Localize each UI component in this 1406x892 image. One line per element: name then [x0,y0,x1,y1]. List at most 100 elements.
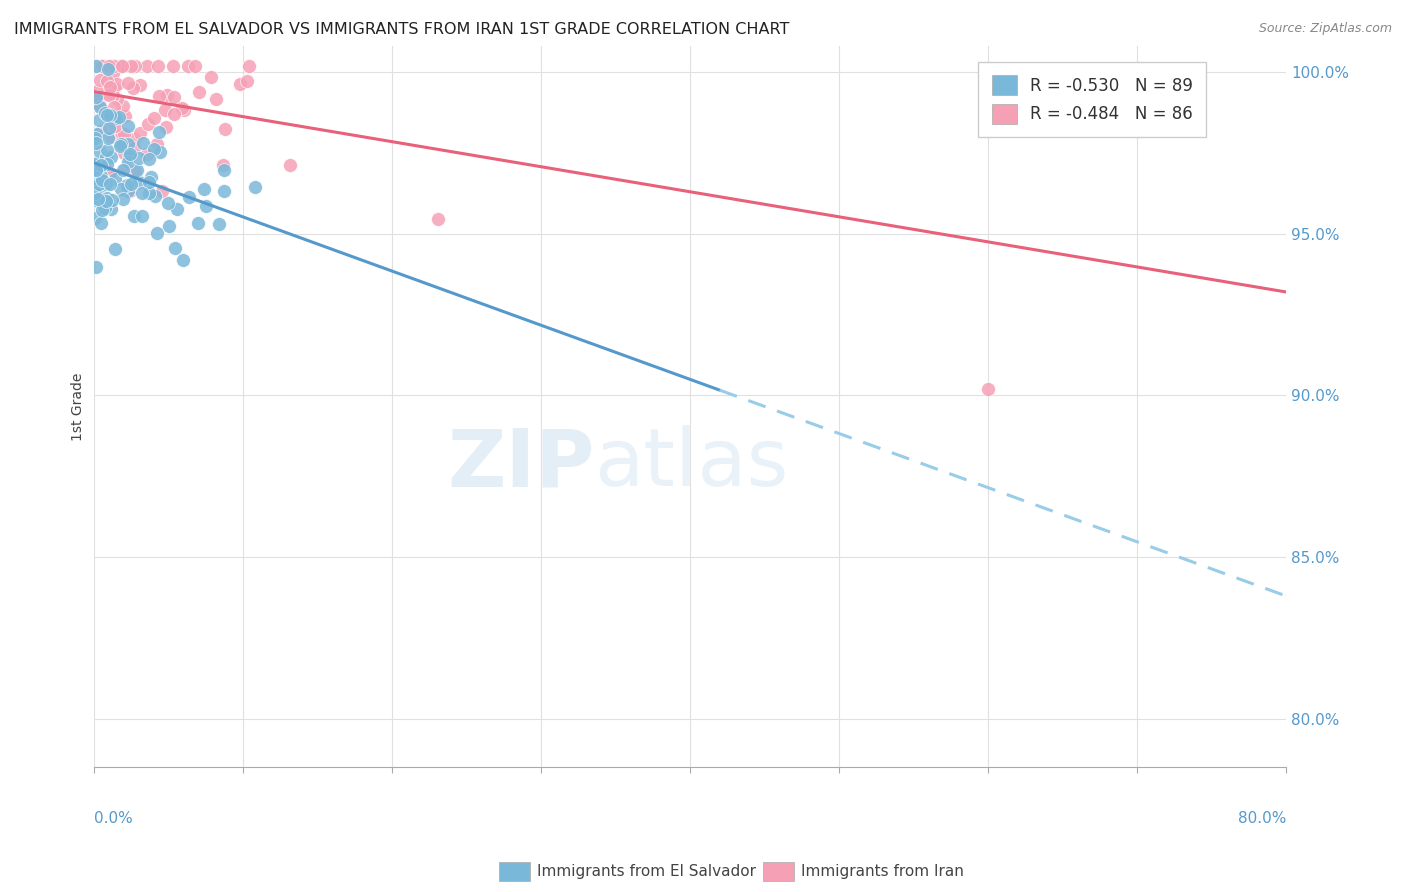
Point [112,145,135,160]
Point [128,126,150,140]
Point [118,149,141,163]
Point [96,177,118,191]
Point [104,171,127,186]
Text: ZIP: ZIP [447,425,595,503]
Point [101,65,124,79]
Point [172,253,194,268]
Point [118,147,141,161]
Point [101,88,124,103]
Point [155,120,177,135]
Point [84,186,107,201]
Point [84,157,107,171]
Point [117,76,139,90]
Point [89,177,111,191]
Point [136,59,159,73]
Point [138,186,160,200]
Point [90,124,112,138]
Point [163,107,186,121]
Point [184,59,207,73]
Point [100,80,122,95]
Point [84,170,107,185]
Point [90,59,112,73]
Point [177,190,200,204]
Point [97,120,120,135]
Point [146,137,169,152]
Point [97,168,120,182]
Point [84,131,107,145]
Point [87,194,110,208]
Point [112,99,135,113]
Point [149,145,172,159]
Point [125,162,148,177]
Point [187,216,209,230]
Point [124,164,146,178]
Point [156,88,179,103]
Point [97,131,120,145]
Point [142,142,165,156]
Point [91,59,114,73]
Point [90,170,112,185]
Point [166,202,188,217]
Point [87,192,110,206]
Point [98,107,121,121]
Point [128,175,150,189]
Text: Immigrants from El Salvador: Immigrants from El Salvador [537,864,756,879]
Point [108,59,131,73]
Point [90,216,112,230]
Point [212,162,235,177]
Point [117,119,139,133]
Point [138,175,160,189]
Point [114,109,136,123]
Point [120,59,142,73]
Point [91,61,114,75]
Point [163,90,186,104]
Point [94,106,117,120]
Point [98,166,121,180]
Point [96,191,118,205]
Text: atlas: atlas [595,425,789,503]
Point [110,136,132,151]
Point [162,59,184,73]
Point [243,180,266,194]
Point [145,226,167,240]
Point [86,162,108,177]
Point [146,59,169,73]
Point [143,189,166,203]
Point [148,125,170,139]
Point [117,184,139,198]
Point [97,60,120,74]
Point [89,112,111,127]
Point [111,59,134,73]
Point [103,59,125,73]
Point [193,182,215,196]
Point [214,122,236,136]
Point [131,209,153,223]
Point [114,161,136,175]
Point [426,211,449,226]
Point [89,72,111,87]
Point [100,202,122,217]
Point [90,158,112,172]
Point [280,157,302,171]
Point [101,194,124,208]
Point [84,91,107,105]
Point [84,91,107,105]
Point [84,260,107,274]
Point [96,108,118,122]
Point [129,78,152,93]
Point [170,101,193,115]
Point [110,182,132,196]
Point [177,59,200,73]
Point [104,119,127,133]
Text: 0.0%: 0.0% [94,811,132,825]
Point [86,84,108,98]
Point [86,59,108,73]
Point [105,92,128,106]
Point [139,169,162,184]
Point [131,186,153,200]
Point [157,219,180,233]
Point [93,59,115,73]
Point [84,95,107,109]
Point [131,136,153,150]
Point [91,158,114,172]
